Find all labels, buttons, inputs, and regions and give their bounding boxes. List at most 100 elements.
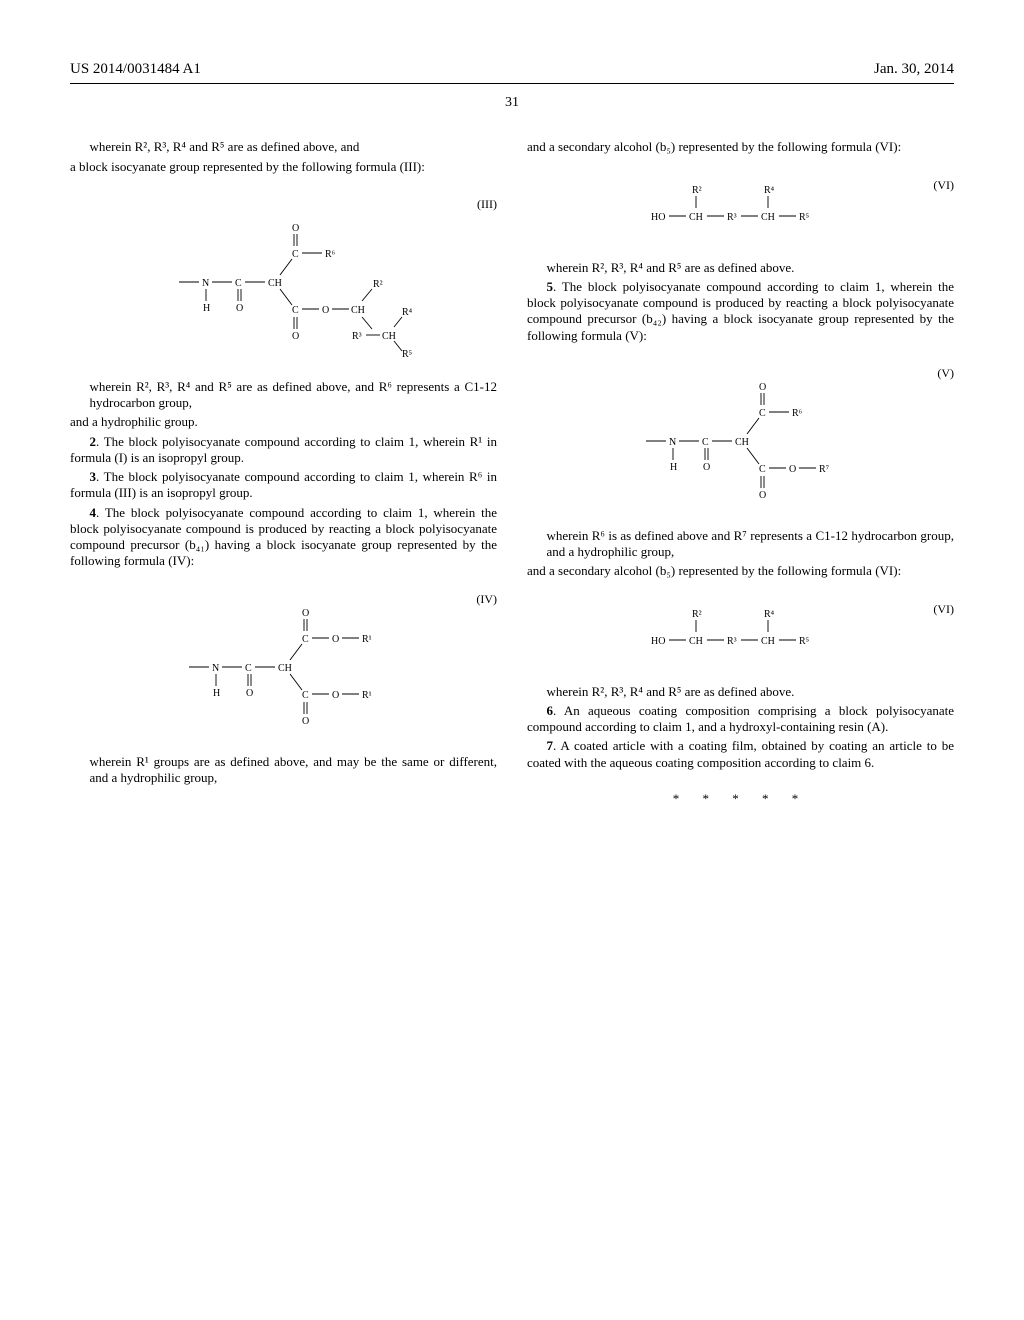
- svg-text:R²: R²: [692, 609, 702, 620]
- claim-5-text: . The block polyisocyanate compound acco…: [527, 279, 954, 343]
- formula-VI-a-block: (VI) HO CH R² R³ CH R⁴: [527, 178, 954, 238]
- svg-text:O: O: [759, 490, 766, 501]
- svg-text:C: C: [292, 305, 299, 316]
- svg-text:H: H: [670, 462, 677, 473]
- formula-V-label: (V): [937, 366, 954, 381]
- svg-text:O: O: [789, 464, 796, 475]
- publication-date: Jan. 30, 2014: [874, 60, 954, 79]
- svg-text:H: H: [213, 688, 220, 699]
- left-p2: a block isocyanate group represented by …: [70, 159, 497, 175]
- svg-text:CH: CH: [761, 212, 775, 223]
- formula-III-svg: N C CH H O C: [154, 197, 414, 357]
- svg-text:O: O: [302, 608, 309, 619]
- svg-text:N: N: [212, 663, 219, 674]
- svg-text:C: C: [292, 249, 299, 260]
- svg-text:R¹: R¹: [362, 690, 372, 701]
- svg-text:O: O: [292, 331, 299, 342]
- formula-VI-b-label: (VI): [933, 602, 954, 617]
- formula-III-label: (III): [477, 197, 497, 212]
- left-p4: and a hydrophilic group.: [70, 414, 497, 430]
- left-p1: wherein R², R³, R⁴ and R⁵ are as defined…: [70, 139, 497, 155]
- claim-4-text: . The block polyisocyanate compound acco…: [70, 505, 497, 569]
- claim-4: 4. The block polyisocyanate compound acc…: [70, 505, 497, 570]
- svg-text:C: C: [245, 663, 252, 674]
- svg-text:R⁴: R⁴: [764, 185, 775, 196]
- svg-text:C: C: [302, 634, 309, 645]
- formula-VI-a-svg: HO CH R² R³ CH R⁴ R⁵: [631, 178, 851, 238]
- svg-text:N: N: [669, 437, 676, 448]
- svg-text:O: O: [322, 305, 329, 316]
- svg-text:R³: R³: [727, 636, 737, 647]
- claim-7-text: . A coated article with a coating film, …: [527, 738, 954, 769]
- svg-text:C: C: [702, 437, 709, 448]
- formula-IV-svg: N C CH H O C: [169, 592, 399, 732]
- right-p2: wherein R², R³, R⁴ and R⁵ are as defined…: [527, 260, 954, 276]
- svg-text:CH: CH: [351, 305, 365, 316]
- formula-IV-label: (IV): [476, 592, 497, 607]
- formula-V-svg: N C CH H O C: [626, 366, 856, 506]
- svg-text:R³: R³: [727, 212, 737, 223]
- svg-text:R⁷: R⁷: [819, 464, 830, 475]
- formula-III-block: (III) N C CH H: [70, 197, 497, 357]
- end-stars: * * * * *: [527, 791, 954, 807]
- svg-text:R⁴: R⁴: [764, 609, 775, 620]
- svg-text:R⁵: R⁵: [799, 212, 809, 223]
- svg-text:R³: R³: [352, 331, 362, 342]
- claim-6-text: . An aqueous coating composition compris…: [527, 703, 954, 734]
- svg-text:R²: R²: [692, 185, 702, 196]
- formula-VI-b-svg: HO CH R² R³ CH R⁴ R⁵: [631, 602, 851, 662]
- claim-6: 6. An aqueous coating composition compri…: [527, 703, 954, 736]
- two-column-body: wherein R², R³, R⁴ and R⁵ are as defined…: [70, 139, 954, 807]
- svg-text:R⁴: R⁴: [402, 307, 413, 318]
- claim-7: 7. A coated article with a coating film,…: [527, 738, 954, 771]
- right-p1: and a secondary alcohol (b₅) represented…: [527, 139, 954, 155]
- svg-text:O: O: [302, 716, 309, 727]
- claim-2-text: . The block polyisocyanate compound acco…: [70, 434, 497, 465]
- svg-text:CH: CH: [278, 663, 292, 674]
- left-p5: wherein R¹ groups are as defined above, …: [70, 754, 497, 787]
- svg-text:C: C: [759, 464, 766, 475]
- left-p3: wherein R², R³, R⁴ and R⁵ are as defined…: [70, 379, 497, 412]
- claim-2: 2. The block polyisocyanate compound acc…: [70, 434, 497, 467]
- claim-3: 3. The block polyisocyanate compound acc…: [70, 469, 497, 502]
- svg-text:HO: HO: [651, 212, 665, 223]
- svg-text:O: O: [703, 462, 710, 473]
- svg-text:C: C: [235, 278, 242, 289]
- svg-text:R²: R²: [373, 279, 383, 290]
- right-p3: wherein R⁶ is as defined above and R⁷ re…: [527, 528, 954, 561]
- header-rule: [70, 83, 954, 84]
- svg-text:N: N: [202, 278, 209, 289]
- formula-VI-a-label: (VI): [933, 178, 954, 193]
- left-column: wherein R², R³, R⁴ and R⁵ are as defined…: [70, 139, 497, 807]
- right-p5: wherein R², R³, R⁴ and R⁵ are as defined…: [527, 684, 954, 700]
- page-header: US 2014/0031484 A1 Jan. 30, 2014: [70, 60, 954, 79]
- svg-text:H: H: [203, 303, 210, 314]
- formula-VI-b-block: (VI) HO CH R² R³ CH R⁴: [527, 602, 954, 662]
- svg-text:HO: HO: [651, 636, 665, 647]
- right-p4: and a secondary alcohol (b₅) represented…: [527, 563, 954, 579]
- svg-text:R¹: R¹: [362, 634, 372, 645]
- svg-text:CH: CH: [382, 331, 396, 342]
- svg-text:CH: CH: [689, 212, 703, 223]
- svg-text:C: C: [302, 690, 309, 701]
- svg-text:O: O: [236, 303, 243, 314]
- svg-text:O: O: [246, 688, 253, 699]
- svg-text:CH: CH: [761, 636, 775, 647]
- svg-text:O: O: [292, 223, 299, 234]
- svg-text:O: O: [759, 382, 766, 393]
- svg-text:C: C: [759, 408, 766, 419]
- formula-V-block: (V) N C CH H O: [527, 366, 954, 506]
- svg-text:R⁵: R⁵: [402, 349, 412, 357]
- svg-text:R⁶: R⁶: [325, 249, 336, 260]
- page-number: 31: [70, 94, 954, 112]
- svg-text:R⁵: R⁵: [799, 636, 809, 647]
- right-column: and a secondary alcohol (b₅) represented…: [527, 139, 954, 807]
- claim-3-text: . The block polyisocyanate compound acco…: [70, 469, 497, 500]
- svg-text:CH: CH: [268, 278, 282, 289]
- svg-text:O: O: [332, 690, 339, 701]
- formula-IV-block: (IV) N C CH H O: [70, 592, 497, 732]
- svg-text:CH: CH: [735, 437, 749, 448]
- svg-text:R⁶: R⁶: [792, 408, 803, 419]
- publication-number: US 2014/0031484 A1: [70, 60, 201, 79]
- svg-text:O: O: [332, 634, 339, 645]
